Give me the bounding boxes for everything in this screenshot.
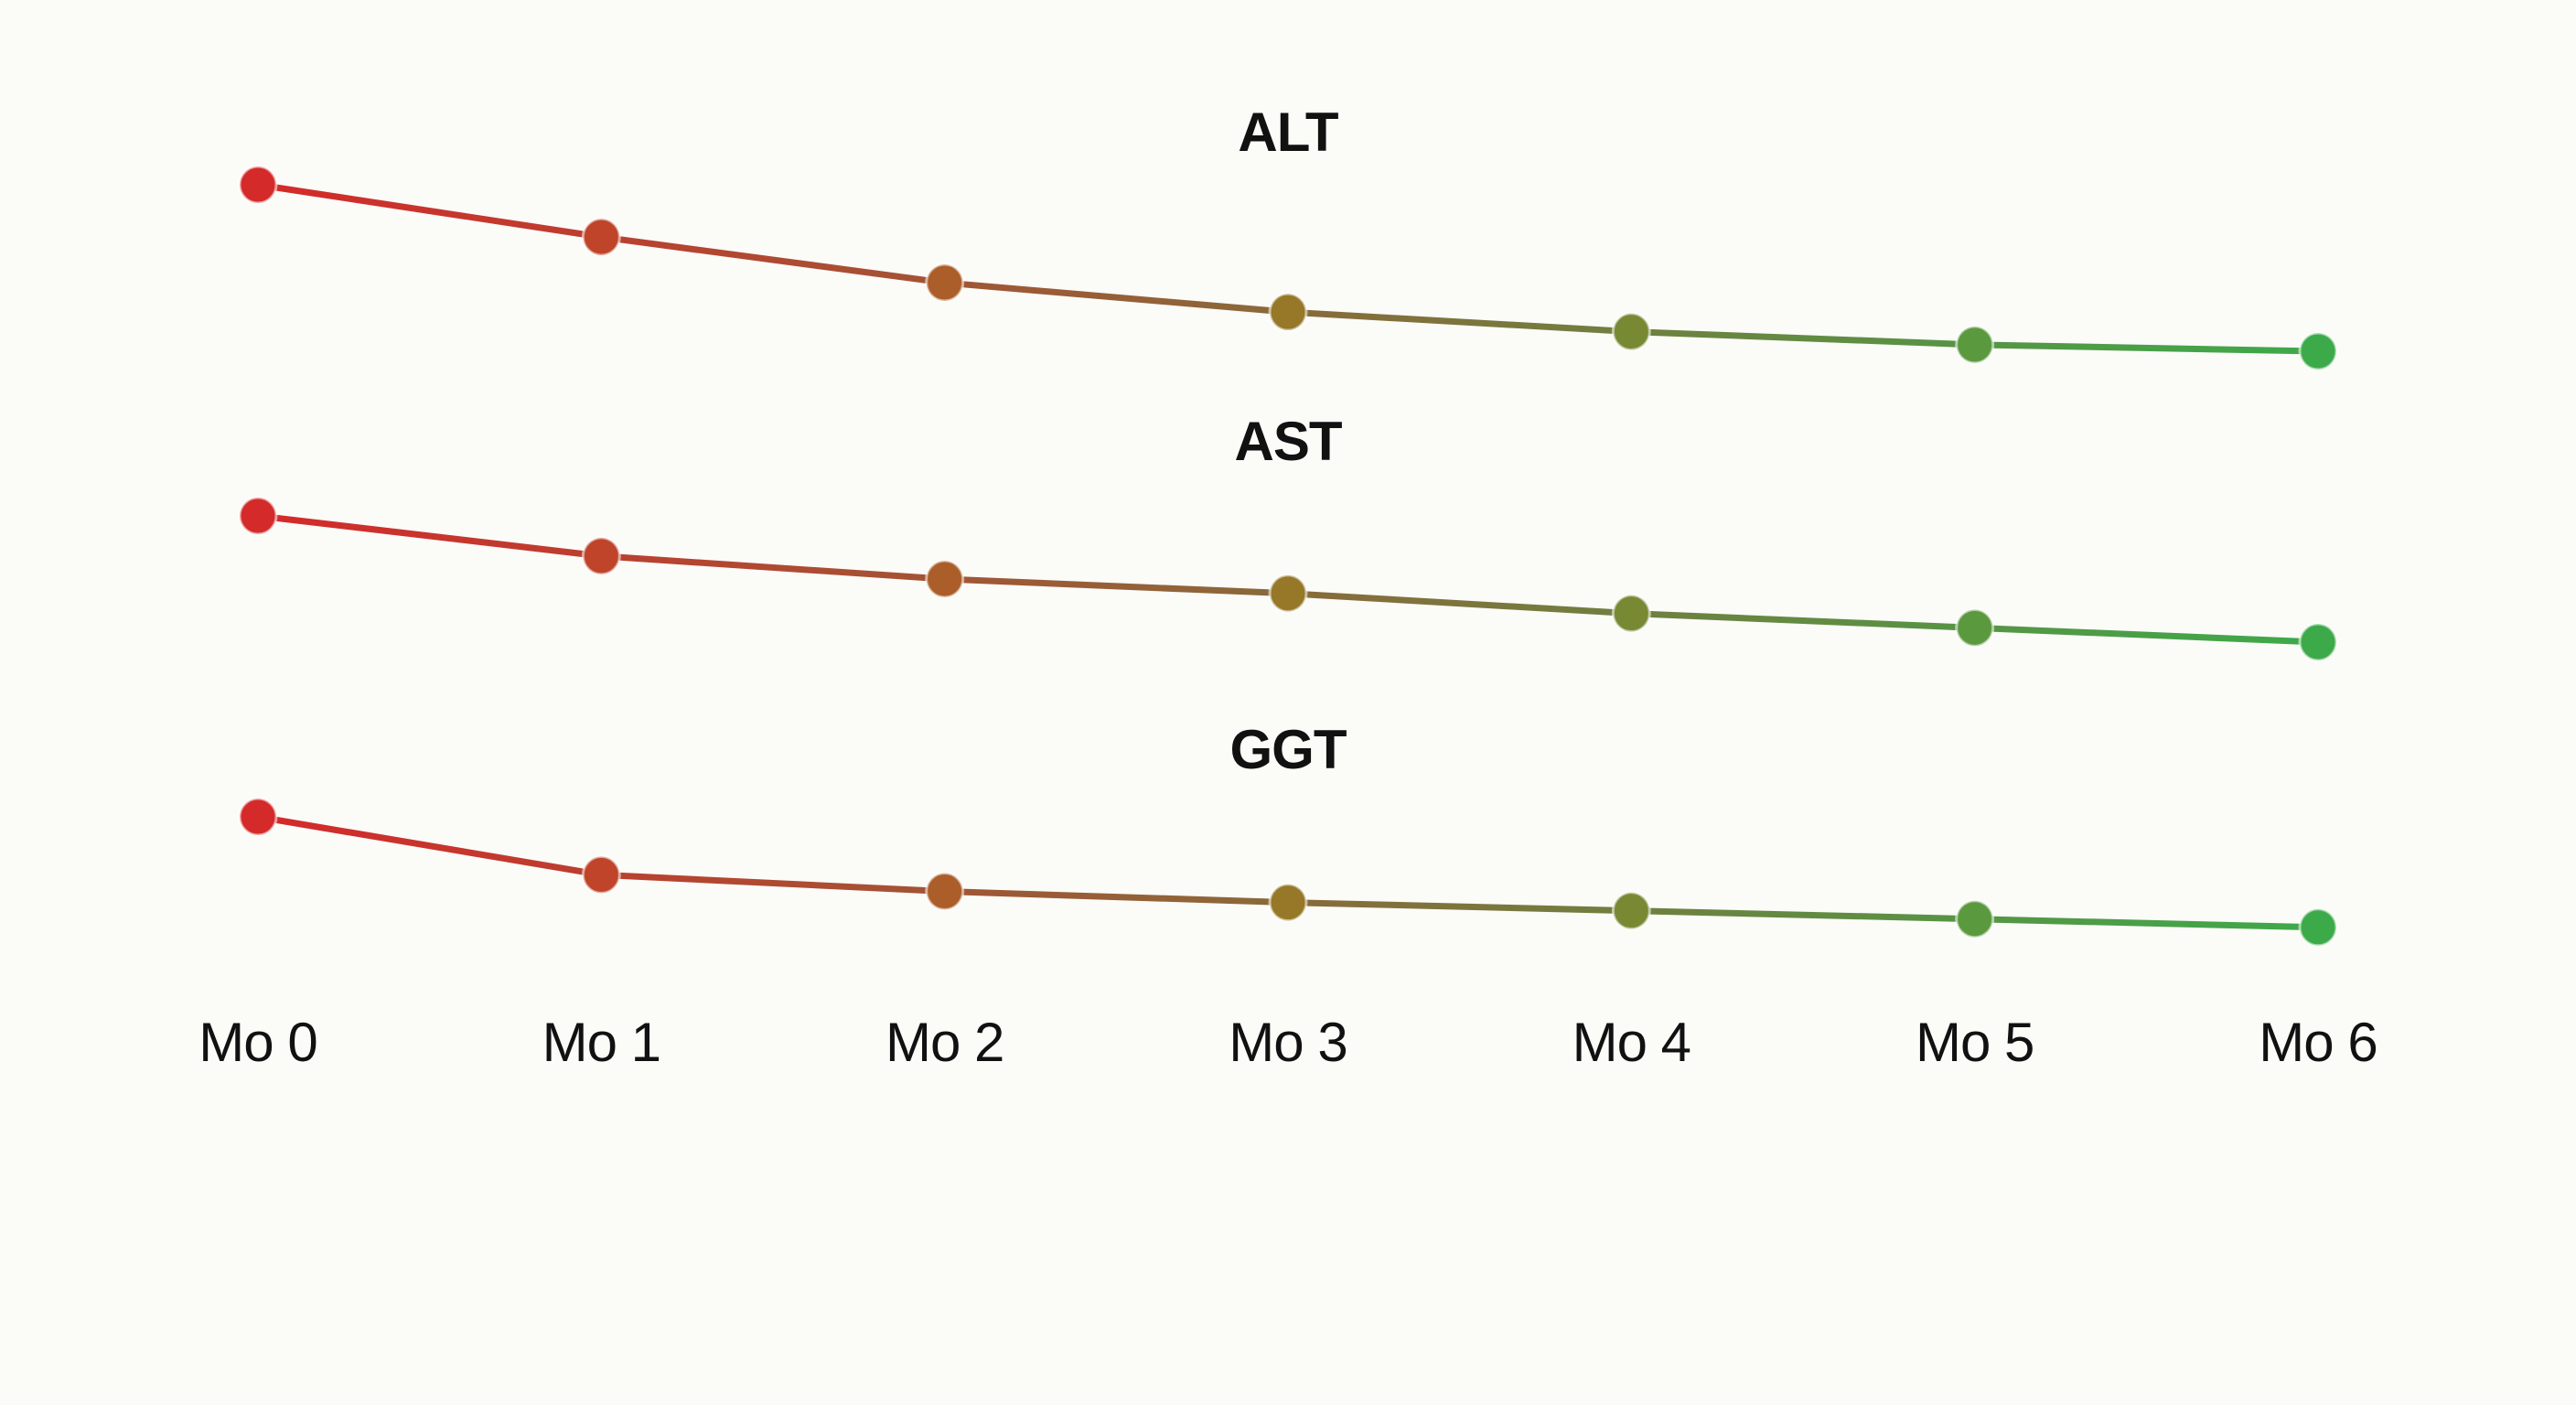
panel-title-alt: ALT (1238, 102, 1338, 163)
data-point-ggt-2 (925, 872, 965, 912)
data-point-ast-0 (238, 496, 278, 536)
data-point-ggt-0 (238, 797, 278, 837)
data-point-alt-1 (581, 217, 621, 257)
x-tick-label: Mo 6 (2259, 1012, 2377, 1073)
x-tick-label: Mo 1 (542, 1012, 660, 1073)
data-point-ast-5 (1955, 607, 1995, 648)
x-tick-label: Mo 5 (1916, 1012, 2034, 1073)
data-point-ast-6 (2298, 622, 2338, 662)
data-point-alt-0 (238, 165, 278, 205)
x-tick-label: Mo 4 (1572, 1012, 1690, 1073)
data-point-ast-2 (925, 559, 965, 599)
panel-ggt: GGT (238, 719, 2338, 948)
data-point-ast-4 (1611, 594, 1651, 634)
data-point-ggt-3 (1268, 883, 1308, 923)
data-point-ggt-4 (1611, 891, 1651, 931)
data-point-ggt-6 (2298, 907, 2338, 948)
panel-alt: ALT (238, 102, 2338, 371)
data-point-alt-4 (1611, 312, 1651, 352)
x-tick-label: Mo 3 (1229, 1012, 1347, 1073)
data-point-ggt-5 (1955, 899, 1995, 939)
panel-title-ggt: GGT (1230, 719, 1347, 780)
data-point-alt-3 (1268, 292, 1308, 332)
data-point-alt-5 (1955, 325, 1995, 365)
x-axis: Mo 0 Mo 1 Mo 2 Mo 3 Mo 4 Mo 5 Mo 6 (199, 1012, 2377, 1073)
x-tick-label: Mo 0 (199, 1012, 317, 1073)
panel-title-ast: AST (1235, 411, 1342, 472)
data-point-ast-3 (1268, 574, 1308, 614)
data-point-alt-6 (2298, 331, 2338, 371)
data-point-ast-1 (581, 536, 621, 576)
data-point-alt-2 (925, 263, 965, 303)
panels: ALT AST GGT (238, 102, 2338, 948)
x-tick-label: Mo 2 (886, 1012, 1004, 1073)
data-point-ggt-1 (581, 854, 621, 895)
panel-ast: AST (238, 411, 2338, 662)
